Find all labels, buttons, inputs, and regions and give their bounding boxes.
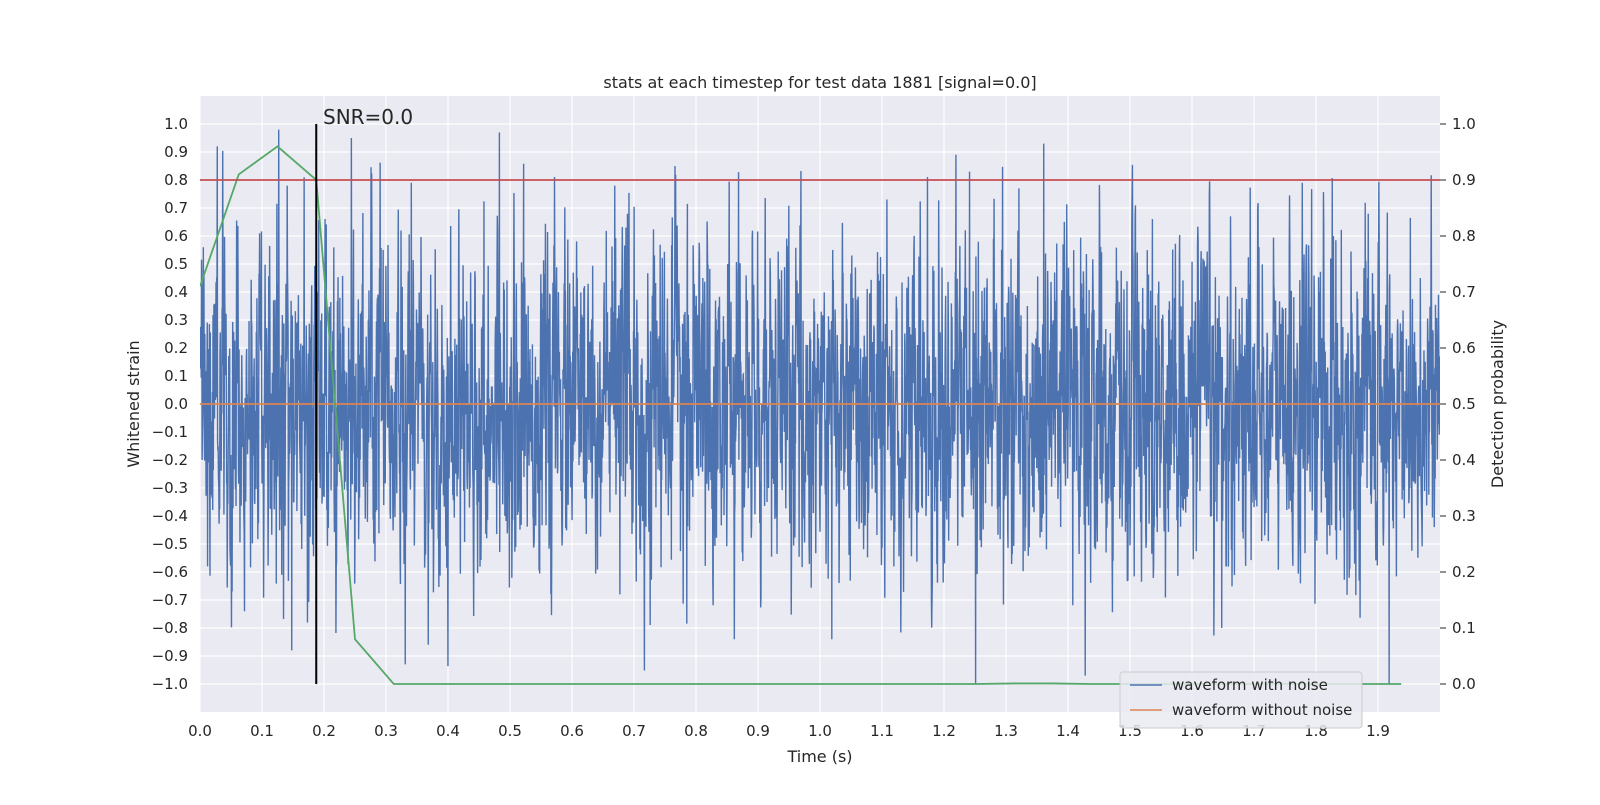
x-tick-label: 1.3 <box>994 722 1018 740</box>
x-tick-label: 1.0 <box>808 722 832 740</box>
y2-tick-label: 0.2 <box>1452 563 1476 581</box>
y2-tick-label: 0.5 <box>1452 395 1476 413</box>
y-tick-label: −0.2 <box>152 451 188 469</box>
y-tick-label: 1.0 <box>164 115 188 133</box>
y-tick-label: −0.3 <box>152 479 188 497</box>
x-tick-label: 1.9 <box>1366 722 1390 740</box>
x-tick-label: 1.1 <box>870 722 894 740</box>
y-tick-label: −1.0 <box>152 675 188 693</box>
x-axis-label: Time (s) <box>786 747 852 766</box>
x-tick-label: 0.1 <box>250 722 274 740</box>
y-tick-label: −0.6 <box>152 563 188 581</box>
x-tick-label: 0.7 <box>622 722 646 740</box>
x-tick-label: 1.2 <box>932 722 956 740</box>
y-tick-label: 0.1 <box>164 367 188 385</box>
y-tick-label: −0.1 <box>152 423 188 441</box>
y-tick-label: 0.5 <box>164 255 188 273</box>
x-tick-label: 0.0 <box>188 722 212 740</box>
y-tick-label: 0.8 <box>164 171 188 189</box>
y-tick-label: 0.3 <box>164 311 188 329</box>
legend-label-waveform-with-noise: waveform with noise <box>1172 676 1328 694</box>
y-tick-label: −0.9 <box>152 647 188 665</box>
legend-box <box>1119 671 1363 729</box>
chart-title: stats at each timestep for test data 188… <box>603 73 1036 92</box>
x-tick-label: 0.3 <box>374 722 398 740</box>
y-tick-label: 0.6 <box>164 227 188 245</box>
y-tick-label: 0.4 <box>164 283 188 301</box>
y-tick-label: −0.7 <box>152 591 188 609</box>
x-tick-label: 0.2 <box>312 722 336 740</box>
y2-tick-label: 0.1 <box>1452 619 1476 637</box>
right-axis-ticks: 1.0 0.9 0.8 0.7 0.6 0.5 0.4 0.3 0.2 0.1 0.0 <box>1440 115 1476 693</box>
x-tick-label: 0.5 <box>498 722 522 740</box>
y2-tick-label: 0.8 <box>1452 227 1476 245</box>
y-tick-label: −0.4 <box>152 507 188 525</box>
y-tick-label: 0.9 <box>164 143 188 161</box>
x-tick-label: 1.4 <box>1056 722 1080 740</box>
y-tick-label: −0.5 <box>152 535 188 553</box>
y-tick-label: 0.2 <box>164 339 188 357</box>
y2-tick-label: 0.9 <box>1452 171 1476 189</box>
y2-tick-label: 1.0 <box>1452 115 1476 133</box>
y2-tick-label: 0.7 <box>1452 283 1476 301</box>
legend: waveform with noise waveform without noi… <box>1119 671 1363 729</box>
left-axis-ticks: 1.0 0.9 0.8 0.7 0.6 0.5 0.4 0.3 0.2 0.1 0.0 −0.1 −0.… <box>152 115 188 693</box>
x-tick-label: 0.8 <box>684 722 708 740</box>
y-axis-label: Whitened strain <box>124 340 143 467</box>
series-waveform-with-noise <box>200 129 1440 685</box>
x-tick-label: 0.9 <box>746 722 770 740</box>
y2-axis-label: Detection probability <box>1488 320 1507 488</box>
y2-tick-label: 0.0 <box>1452 675 1476 693</box>
y-tick-label: 0.7 <box>164 199 188 217</box>
y2-tick-label: 0.4 <box>1452 451 1476 469</box>
legend-label-waveform-without-noise: waveform without noise <box>1172 701 1352 719</box>
y-tick-label: −0.8 <box>152 619 188 637</box>
x-tick-label: 0.4 <box>436 722 460 740</box>
y2-tick-label: 0.6 <box>1452 339 1476 357</box>
x-tick-label: 0.6 <box>560 722 584 740</box>
y2-tick-label: 0.3 <box>1452 507 1476 525</box>
snr-annotation: SNR=0.0 <box>323 105 413 129</box>
y-tick-label: 0.0 <box>164 395 188 413</box>
